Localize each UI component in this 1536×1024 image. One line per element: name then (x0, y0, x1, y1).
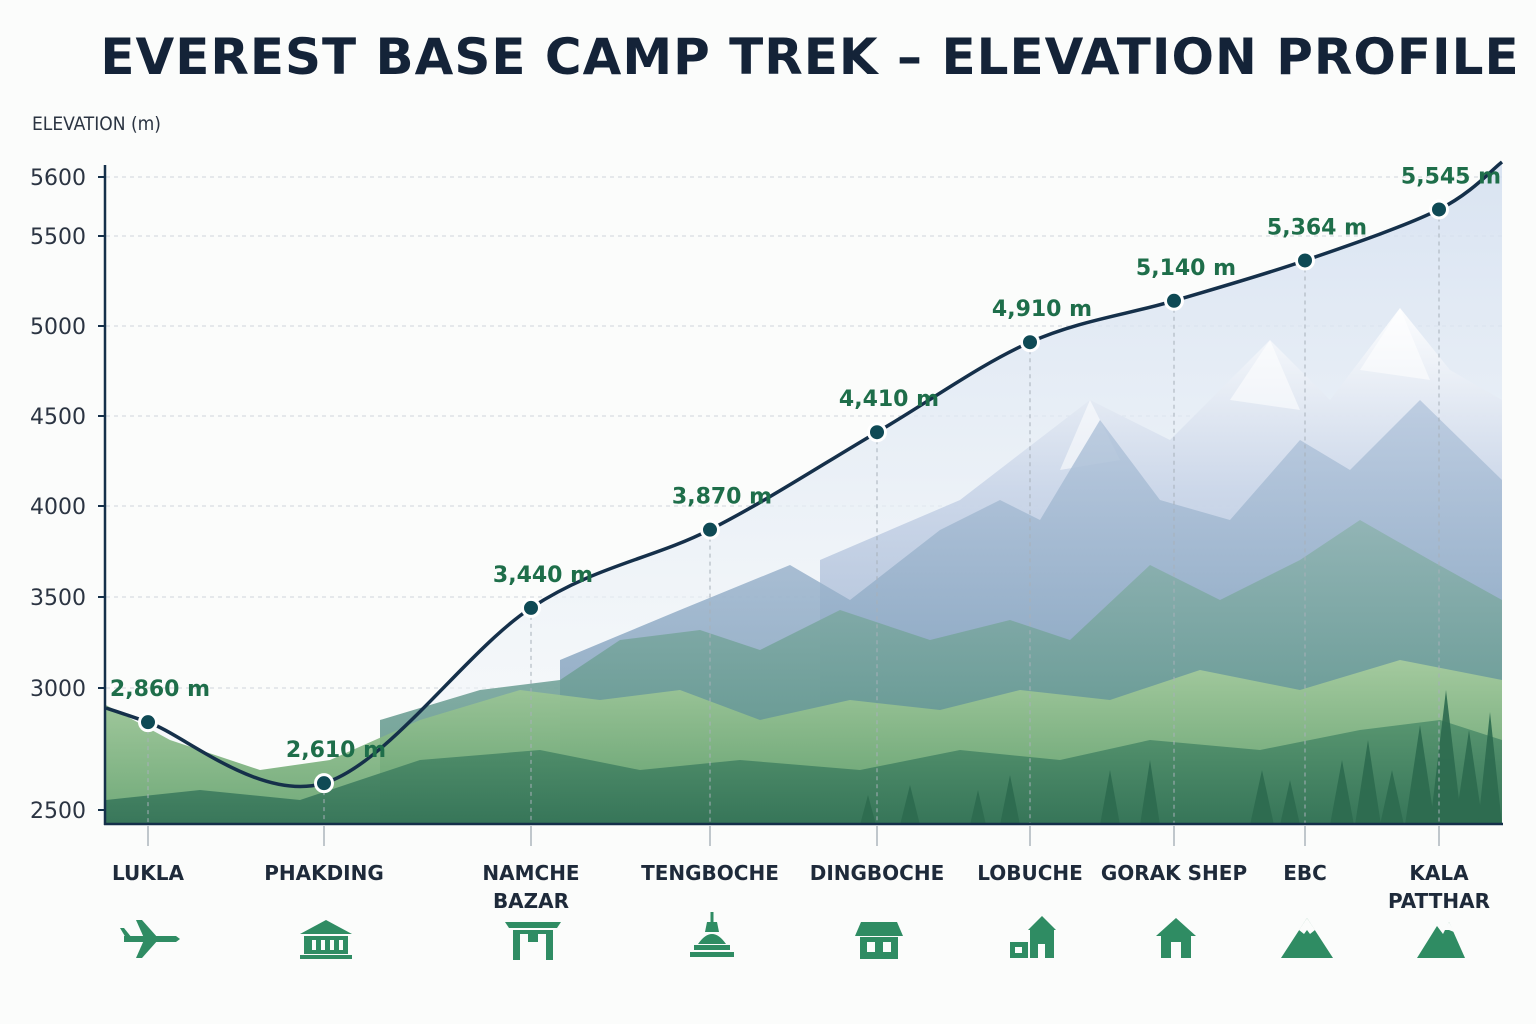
value-label: 2,610 m (286, 738, 386, 763)
data-point (867, 422, 887, 443)
value-label: 3,870 m (672, 485, 772, 510)
y-tick-label: 2500 (30, 799, 86, 824)
y-tick-label: 3000 (30, 677, 86, 702)
data-point (314, 773, 334, 794)
y-tick-label: 5000 (30, 315, 86, 340)
y-tick-label: 5600 (30, 166, 86, 191)
stupa-icon (690, 912, 734, 957)
lodge-icon (300, 920, 352, 959)
category-label: EBC (1283, 861, 1327, 885)
value-label: 3,440 m (493, 563, 593, 588)
category-label: NAMCHE BAZAR (482, 861, 579, 913)
y-tick-label: 5500 (30, 225, 86, 250)
hut-icon (1156, 918, 1196, 958)
value-label: 4,410 m (839, 387, 939, 412)
mountain-scenery (106, 308, 1502, 825)
y-tick-label: 3500 (30, 586, 86, 611)
value-label: 5,545 m (1401, 164, 1501, 189)
data-point (521, 597, 541, 618)
village-icon (1010, 916, 1056, 958)
category-label: DINGBOCHE (810, 861, 945, 885)
y-tick-label: 4500 (30, 405, 86, 430)
data-point (1429, 199, 1449, 220)
value-label: 4,910 m (992, 297, 1092, 322)
category-label: GORAK SHEP (1101, 861, 1247, 885)
y-axis-label: ELEVATION (m) (32, 113, 161, 135)
gate-icon (505, 922, 561, 960)
category-label: TENGBOCHE (641, 861, 779, 885)
data-point (138, 712, 158, 733)
chart-title: EVEREST BASE CAMP TREK – ELEVATION PROFI… (100, 28, 1520, 86)
y-tick-label: 4000 (30, 495, 86, 520)
value-label: 2,860 m (110, 677, 210, 702)
data-point (1164, 290, 1184, 311)
category-label: PHAKDING (264, 861, 384, 885)
category-label: KALA PATTHAR (1388, 861, 1490, 913)
peak-icon (1417, 922, 1465, 958)
category-label: LUKLA (112, 861, 185, 885)
plane-icon (120, 920, 180, 958)
data-point (1295, 250, 1315, 271)
data-point (700, 519, 720, 540)
value-label: 5,140 m (1136, 256, 1236, 281)
value-label: 5,364 m (1267, 215, 1367, 240)
house-icon (855, 922, 903, 959)
data-point (1020, 332, 1040, 353)
mountain-icon (1281, 918, 1333, 958)
category-label: LOBUCHE (977, 861, 1083, 885)
